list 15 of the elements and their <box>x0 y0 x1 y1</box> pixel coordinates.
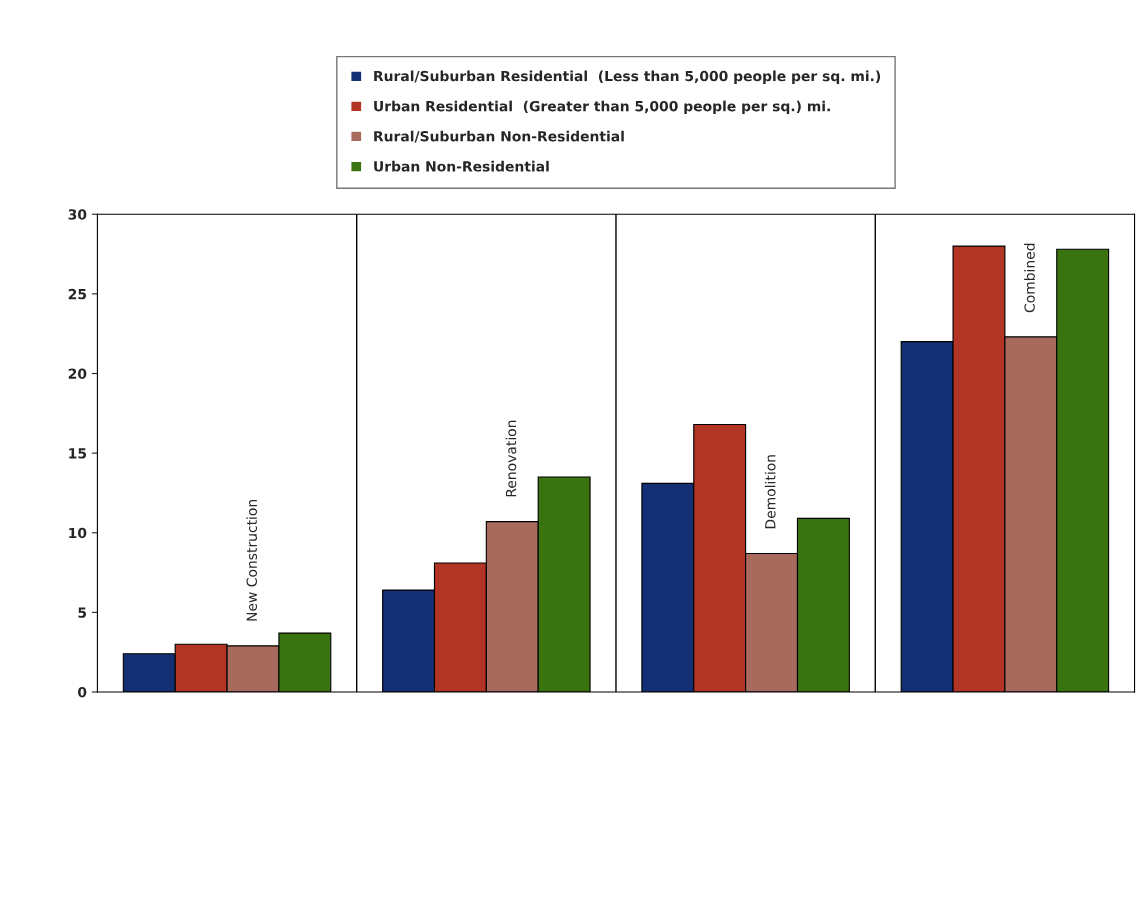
legend-label: Urban Non-Residential <box>374 160 549 172</box>
y-tick-label: 25 <box>68 288 87 300</box>
legend-label: Rural/Suburban Residential (Less than 5,000 people per sq. mi.) <box>374 70 881 84</box>
legend-label: Urban Residential (Greater than 5,000 people per sq.) mi. <box>374 100 830 115</box>
x-tick-label: Demolition <box>764 455 776 529</box>
y-tick-label: 30 <box>68 209 87 220</box>
x-tick-label: New Construction <box>246 499 258 621</box>
y-tick-label: 15 <box>69 448 87 459</box>
y-tick-label: 0 <box>77 686 87 698</box>
x-tick-label: Renovation <box>505 420 517 497</box>
y-tick-label: 20 <box>68 368 87 379</box>
legend-label: Rural/Suburban Non-Residential <box>374 130 624 143</box>
x-tick-label: Combined <box>1024 243 1035 313</box>
y-tick-label: 10 <box>69 527 87 539</box>
y-tick-label: 5 <box>78 607 87 618</box>
